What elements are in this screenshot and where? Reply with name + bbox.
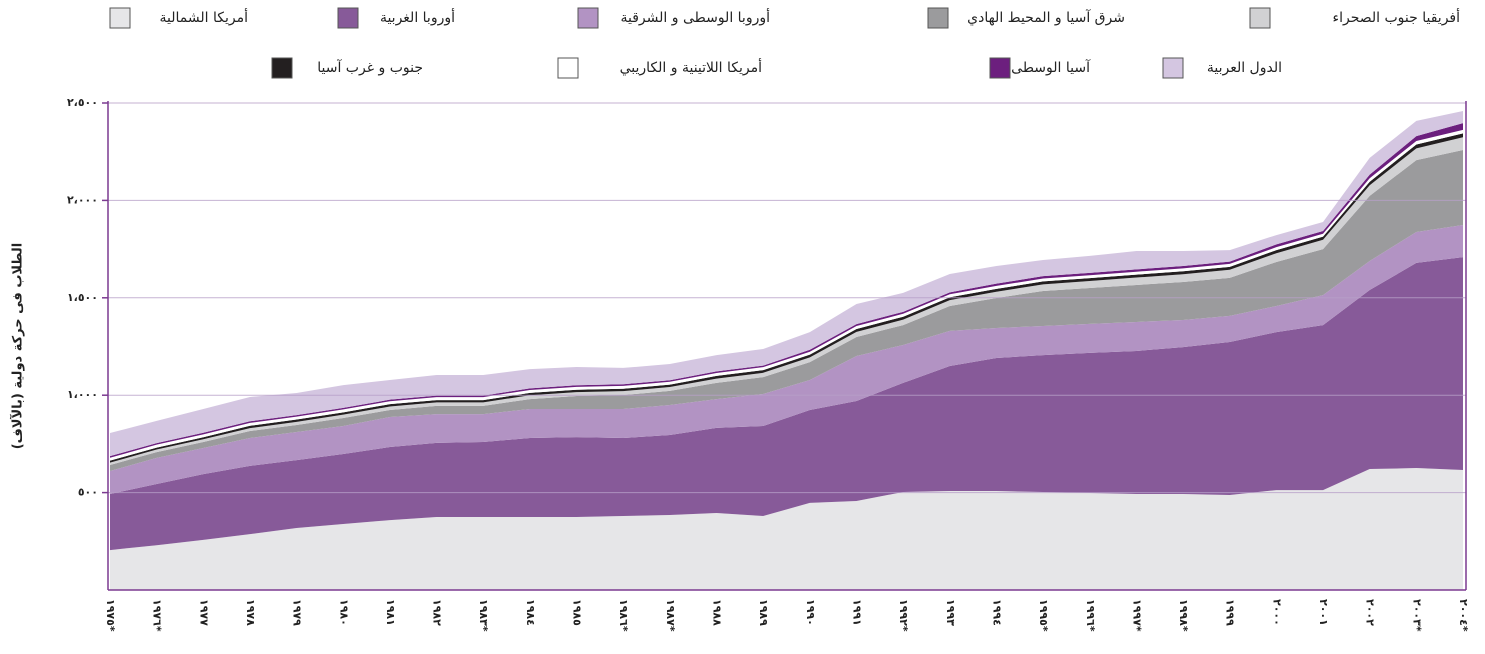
legend-swatch — [109, 7, 131, 29]
x-tick-label: ١٩٧٩ — [291, 599, 304, 626]
legend-swatch — [1249, 7, 1271, 29]
x-tick-label: ١٩٩٣ — [944, 599, 957, 626]
x-tick-label: ١٩٧٦* — [151, 599, 164, 632]
x-tick-label: ١٩٩٦* — [1084, 599, 1097, 632]
x-tick-label: ١٩٧٧ — [197, 599, 210, 626]
x-tick-label: ٢٠٠٠ — [1270, 599, 1283, 626]
legend-swatch — [927, 7, 949, 29]
legend-label: الدول العربية — [1207, 60, 1282, 76]
legend-swatch — [1162, 57, 1184, 79]
legend-swatch — [577, 7, 599, 29]
x-tick-label: ١٩٨١ — [384, 599, 397, 626]
area — [110, 468, 1463, 590]
y-tick-label: ٢،٠٠٠ — [67, 193, 98, 206]
legend-label: شرق آسيا و المحيط الهادي — [967, 9, 1125, 26]
x-tick-label: ٢٠٠٢ — [1364, 599, 1377, 626]
x-tick-label: ١٩٩٧* — [1130, 599, 1143, 632]
y-axis-title: الطلاب فى حركة دولية (بالآلاف) — [10, 243, 26, 450]
x-tick-label: ١٩٩٢* — [897, 599, 910, 632]
legend-label: أفريقيا جنوب الصحراء — [1333, 8, 1461, 26]
x-tick-label: ١٩٨٠ — [337, 599, 350, 626]
x-tick-label: ١٩٨٣* — [477, 599, 490, 632]
area — [110, 149, 1463, 471]
x-tick-label: ١٩٨٥ — [571, 599, 584, 626]
x-tick-label: ١٩٩٤ — [990, 599, 1003, 626]
legend-swatch — [557, 57, 579, 79]
x-tick-label: ١٩٩٠ — [804, 599, 817, 626]
x-tick-label: ١٩٨٦* — [617, 599, 630, 632]
legend-label: أمريكا الشمالية — [160, 8, 249, 26]
y-tick-label: ٥٠٠ — [78, 486, 98, 499]
y-tick-label: ١،٠٠٠ — [67, 388, 98, 401]
y-tick-label: ١،٥٠٠ — [67, 291, 98, 304]
legend-label: جنوب و غرب آسيا — [317, 59, 423, 76]
x-tick-label: ١٩٨٩ — [757, 599, 770, 626]
x-tick-label: ١٩٩٩ — [1224, 599, 1237, 626]
x-tick-label: ١٩٩٨* — [1177, 599, 1190, 632]
x-tick-label: ١٩٩٥* — [1037, 599, 1050, 632]
x-tick-label: ٢٠٠١ — [1317, 599, 1330, 626]
x-tick-label: ١٩٨٤ — [524, 599, 537, 626]
legend-label: آسيا الوسطى — [1011, 59, 1091, 76]
x-tick-label: ٢٠٠٤* — [1457, 599, 1470, 632]
x-tick-label: ١٩٨٢ — [431, 599, 444, 626]
x-tick-label: ١٩٧٥* — [104, 599, 117, 632]
area — [110, 257, 1463, 551]
legend-swatch — [337, 7, 359, 29]
legend-swatch — [989, 57, 1011, 79]
area — [110, 110, 1463, 457]
legend-label: أوروبا الوسطى و الشرقية — [620, 8, 770, 26]
x-tick-label: ١٩٩١ — [850, 599, 863, 626]
area — [110, 224, 1463, 494]
y-tick-label: ٢،٥٠٠ — [67, 96, 98, 109]
x-tick-label: ١٩٧٨ — [244, 599, 257, 626]
x-tick-label: ١٩٨٨ — [711, 599, 724, 626]
legend-label: أوروبا الغربية — [380, 8, 455, 26]
legend-label: أمريكا اللاتينية و الكاريبي — [620, 58, 763, 76]
x-tick-label: ١٩٨٧* — [664, 599, 677, 632]
x-tick-label: ٢٠٠٣* — [1410, 599, 1423, 632]
legend-swatch — [271, 57, 293, 79]
